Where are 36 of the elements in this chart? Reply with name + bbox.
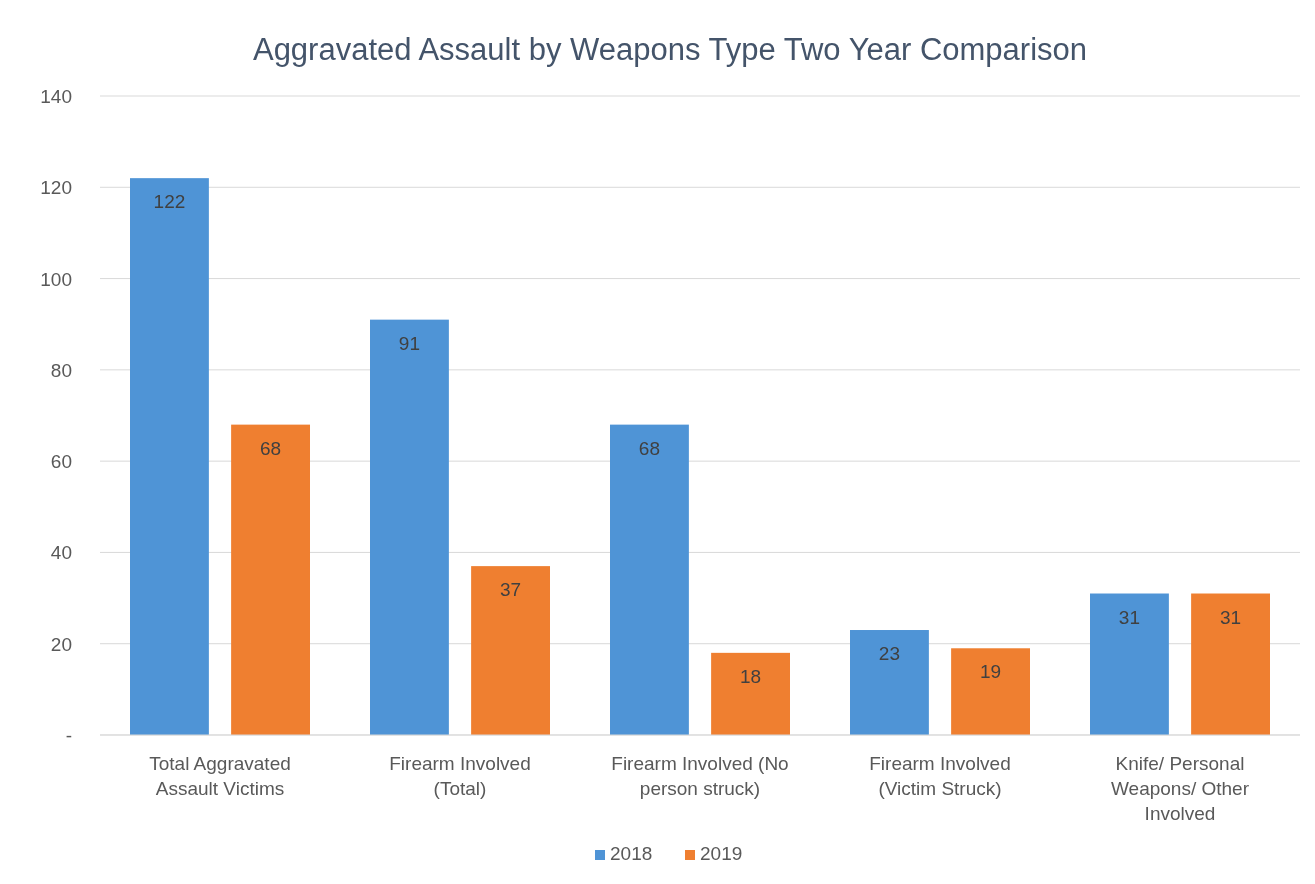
legend-label: 2018 [610,843,653,864]
data-label: 31 [1219,606,1242,628]
x-tick-label: Firearm Involved (No person struck) [611,753,789,799]
bar [1191,593,1270,735]
data-label: 31 [1118,606,1141,628]
y-tick-label: 20 [50,633,72,655]
bar [130,178,209,735]
y-tick-label: 140 [40,86,72,107]
bar [951,648,1030,735]
x-tick-label: Firearm Involved (Total) [389,753,531,799]
data-label: 19 [979,661,1002,683]
data-label: 37 [499,579,522,601]
data-label: 122 [153,191,186,213]
bar [1090,593,1169,735]
chart-title: Aggravated Assault by Weapons Type Two Year Comparison [252,32,1088,67]
bar [471,566,550,735]
y-tick-label: 120 [40,177,72,199]
bar [850,630,929,735]
y-tick-label: 40 [50,542,72,564]
x-tick-label: Total Aggravated Assault Victims [149,753,291,799]
y-tick-label: 60 [50,451,72,473]
bar [231,424,310,735]
data-label: 68 [259,437,282,459]
legend-label: 2019 [700,843,743,864]
x-tick-label: Knife/ Personal Weapons/ Other Involved [1110,753,1250,824]
y-tick-label: - [65,725,72,746]
bar [370,319,449,735]
y-tick-label: 80 [50,359,72,381]
data-label: 91 [398,332,421,354]
data-label: 18 [739,665,762,687]
x-tick-label: Firearm Involved (Victim Struck) [869,753,1011,799]
bar [711,652,790,735]
data-label: 68 [638,437,661,459]
bar [610,424,689,735]
y-tick-label: 100 [40,268,72,290]
data-label: 23 [878,643,901,665]
